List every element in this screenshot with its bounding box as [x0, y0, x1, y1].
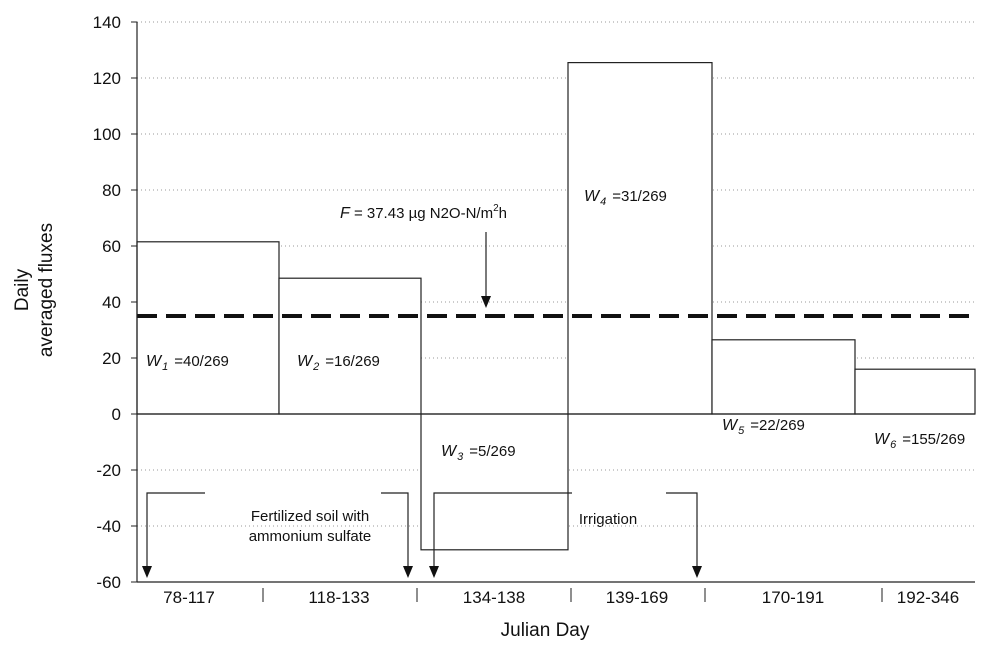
- x-category-label: 170-191: [762, 588, 824, 607]
- mean-line-suffix: h: [499, 205, 507, 222]
- arrowhead: [429, 566, 439, 578]
- y-tick-label: 0: [112, 405, 121, 424]
- y-tick-label: 100: [93, 125, 121, 144]
- arrows: [142, 232, 702, 578]
- mean-line-label: F = 37.43 µg N2O-N/m2h: [340, 203, 507, 222]
- x-category-label: 78-117: [163, 588, 215, 607]
- y-tick-label: -20: [96, 461, 121, 480]
- bar-139-169: [567, 61, 713, 415]
- mean-line-value: = 37.43 µg N2O-N/m: [350, 205, 493, 222]
- y-tick-label: -40: [96, 517, 121, 536]
- y-axis-title: Daily averaged fluxes: [12, 223, 57, 357]
- y-tick-label: 120: [93, 69, 121, 88]
- y-axis-title-line2: averaged fluxes: [36, 223, 57, 357]
- weight-subscript: 6: [890, 439, 897, 451]
- weight-value: =40/269: [174, 353, 229, 370]
- axes: -60 -40 -20 0 20 40 60 80 100 120 140 78-117 118-133…: [93, 13, 975, 607]
- fertilized-arrow-left: [146, 492, 205, 566]
- weight-label: W5 =22/269: [722, 417, 805, 437]
- bar-134-138: [420, 413, 569, 551]
- weight-label: W6 =155/269: [874, 431, 965, 451]
- y-tick-label: 60: [102, 237, 121, 256]
- y-tick-label: 140: [93, 13, 121, 32]
- weight-label: W3 =5/269: [441, 443, 516, 463]
- weight-value: =31/269: [612, 188, 667, 205]
- weight-symbol: W: [584, 188, 601, 205]
- weight-label: W1 =40/269: [146, 353, 229, 373]
- y-tick-label: 40: [102, 293, 121, 312]
- weight-subscript: 1: [162, 361, 168, 373]
- y-tick-label: -60: [96, 573, 121, 592]
- weight-symbol: W: [722, 417, 739, 434]
- x-category-label: 134-138: [463, 588, 525, 607]
- bar-192-346: [854, 368, 976, 415]
- weight-value: =16/269: [325, 353, 380, 370]
- weight-label: W4 =31/269: [584, 188, 667, 208]
- mean-line-sup: 2: [493, 203, 499, 214]
- weight-symbol: W: [874, 431, 891, 448]
- weight-symbol: W: [441, 443, 458, 460]
- weight-value: =155/269: [902, 431, 965, 448]
- weight-subscript: 4: [600, 196, 606, 208]
- x-category-label: 192-346: [897, 588, 959, 607]
- weight-value: =5/269: [469, 443, 515, 460]
- weight-value: =22/269: [750, 417, 805, 434]
- fertilized-label-line2: ammonium sulfate: [249, 528, 372, 545]
- arrowhead: [481, 296, 491, 308]
- irrigation-label: Irrigation: [579, 511, 637, 528]
- arrowhead: [692, 566, 702, 578]
- arrowhead: [403, 566, 413, 578]
- bar-118-133: [278, 277, 422, 415]
- y-tick-label: 80: [102, 181, 121, 200]
- x-axis-title: Julian Day: [501, 620, 590, 641]
- bars: [136, 61, 976, 551]
- bar-78-117: [136, 241, 280, 415]
- irrigation-arrow-right: [666, 492, 698, 566]
- bar-170-191: [711, 339, 856, 415]
- x-category-label: 118-133: [308, 588, 369, 607]
- mean-line-symbol: F: [340, 205, 351, 222]
- y-axis-title-line1: Daily: [12, 268, 33, 311]
- fertilized-arrow-right: [381, 492, 409, 566]
- weight-subscript: 5: [738, 425, 745, 437]
- weight-label: W2 =16/269: [297, 353, 380, 373]
- weight-symbol: W: [297, 353, 314, 370]
- fertilized-label-line1: Fertilized soil with: [251, 508, 369, 525]
- weight-subscript: 3: [457, 451, 464, 463]
- weight-symbol: W: [146, 353, 163, 370]
- weight-subscript: 2: [312, 361, 319, 373]
- x-category-label: 139-169: [606, 588, 668, 607]
- y-tick-label: 20: [102, 349, 121, 368]
- arrowhead: [142, 566, 152, 578]
- irrigation-arrow-left: [433, 492, 572, 566]
